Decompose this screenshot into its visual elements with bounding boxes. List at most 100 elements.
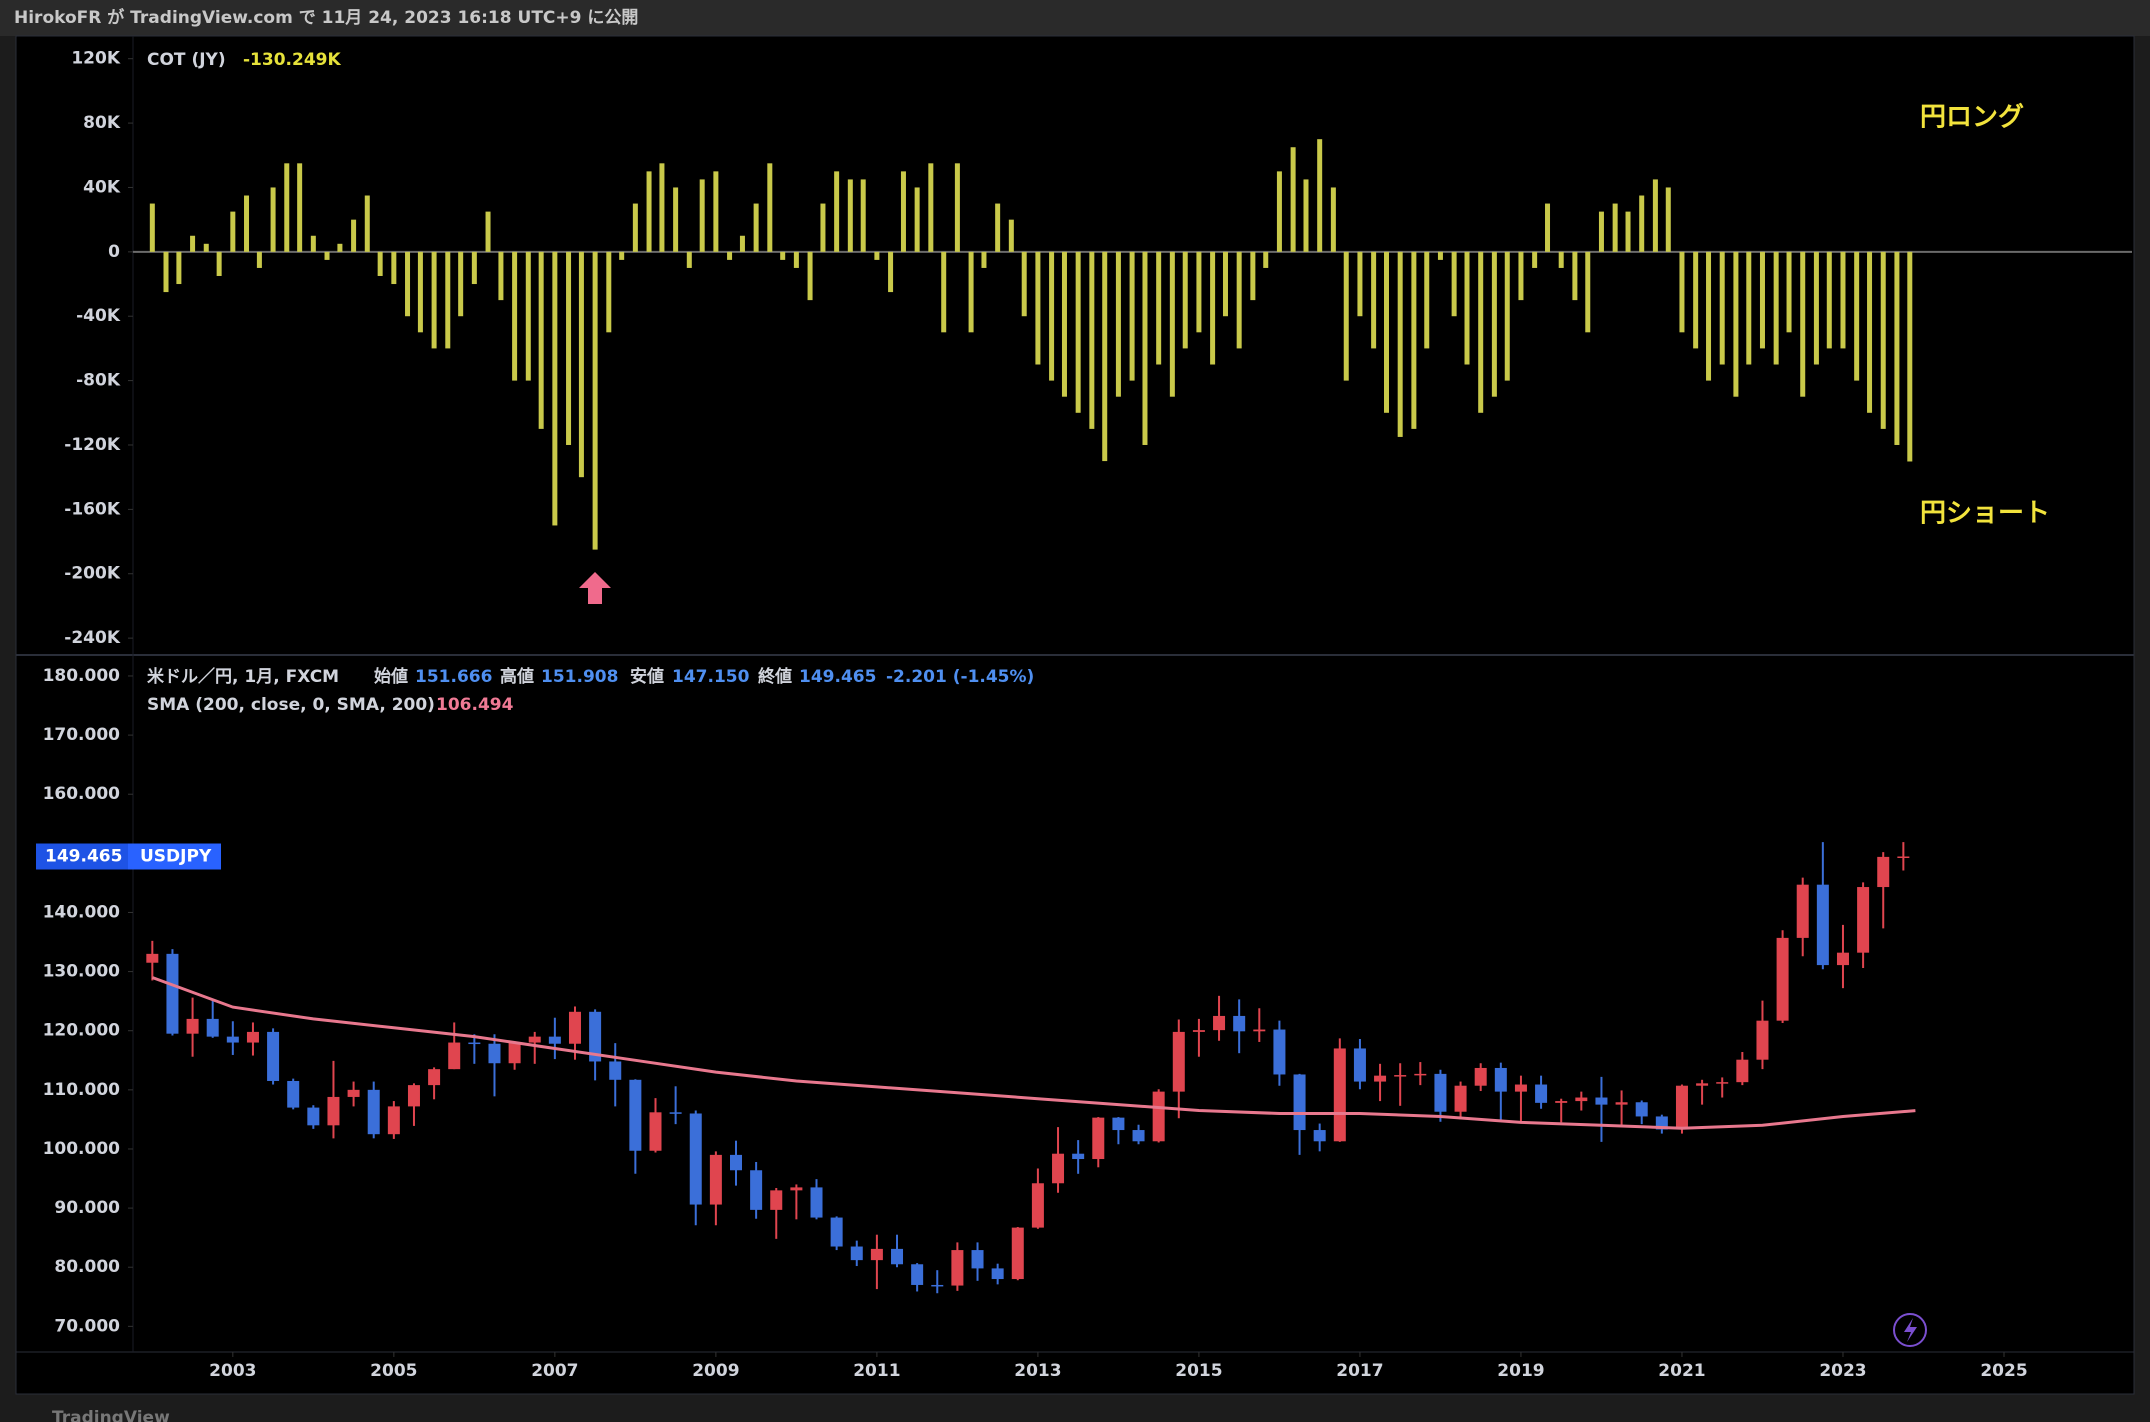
footer-logo: TradingView — [52, 1408, 170, 1422]
sma-line — [151, 976, 1916, 1130]
x-tick-label: 2023 — [1819, 1361, 1866, 1381]
candle-body — [448, 1042, 461, 1070]
bar — [1089, 251, 1095, 429]
ohlc-label: 高値 — [500, 666, 534, 687]
candle-body — [709, 1154, 722, 1205]
bar — [874, 251, 880, 260]
candle-body — [1575, 1097, 1588, 1102]
bar — [1317, 139, 1323, 252]
bar — [1813, 251, 1819, 365]
y-tick-label: -120K — [64, 435, 121, 455]
candle-body — [166, 953, 179, 1034]
bar — [995, 203, 1001, 252]
candle-body — [589, 1011, 602, 1062]
candle-body — [1112, 1117, 1125, 1131]
bar — [767, 163, 773, 252]
candle-body — [1213, 1015, 1226, 1031]
bar — [928, 163, 934, 252]
bar — [1290, 147, 1296, 252]
price-tag-value-bg — [36, 843, 128, 870]
candle-body — [1374, 1075, 1387, 1082]
bar — [1545, 203, 1551, 252]
annotation: 円ショート — [1920, 499, 2050, 529]
candle-body — [1474, 1067, 1487, 1086]
candle-body — [951, 1250, 964, 1286]
bar — [807, 251, 813, 301]
candle-body — [468, 1042, 481, 1045]
bar — [485, 211, 491, 252]
candle-body — [1132, 1130, 1145, 1142]
bar — [1491, 251, 1497, 397]
ohlc-label: 安値 — [630, 666, 664, 687]
bar — [525, 251, 531, 381]
bar — [1598, 211, 1604, 252]
candle-body — [810, 1187, 823, 1218]
bar — [900, 171, 906, 252]
candle-body — [206, 1018, 219, 1037]
y-tick-label: 160.000 — [43, 784, 121, 804]
ohlc-label: 終値 — [758, 666, 792, 687]
candle-body — [629, 1079, 642, 1151]
alert-icon[interactable] — [1893, 1313, 1927, 1347]
y-tick-label: -40K — [76, 306, 121, 326]
bar — [727, 251, 733, 260]
bar — [337, 243, 343, 252]
candle-body — [1796, 884, 1809, 938]
bar — [1652, 179, 1658, 252]
price-tag-symbol: USDJPY — [140, 847, 212, 867]
bar — [1035, 251, 1041, 365]
candle-body — [307, 1107, 320, 1126]
bar — [1907, 251, 1913, 462]
bar — [1075, 251, 1081, 413]
candle-body — [1052, 1153, 1065, 1184]
y-tick-label: 70.000 — [54, 1316, 120, 1336]
x-tick-label: 2019 — [1497, 1361, 1544, 1381]
candle-body — [1816, 884, 1829, 966]
bar — [552, 251, 558, 526]
candle-body — [1233, 1015, 1246, 1032]
bar — [1693, 251, 1699, 349]
candle-body — [1152, 1091, 1165, 1142]
candle-body — [1756, 1020, 1769, 1060]
bar — [244, 195, 250, 252]
bar — [1451, 251, 1457, 317]
bar — [981, 251, 987, 268]
candle-body — [790, 1187, 803, 1191]
bar — [1397, 251, 1403, 437]
candle-body — [1394, 1075, 1407, 1077]
price-legend-name: 米ドル／円, 1月, FXCM — [147, 666, 339, 687]
y-tick-label: 180.000 — [43, 666, 121, 686]
candle-body — [870, 1248, 883, 1261]
ohlc-value: 149.465 — [799, 667, 876, 687]
bar — [1639, 195, 1645, 252]
y-tick-label: -240K — [64, 628, 121, 648]
y-tick-label: 0 — [108, 242, 120, 262]
x-tick-label: 2011 — [853, 1361, 900, 1381]
candle-body — [1635, 1102, 1648, 1117]
ohlc-value: 151.666 — [415, 667, 492, 687]
bar — [632, 203, 638, 252]
bar — [619, 251, 625, 260]
bar — [847, 179, 853, 252]
candle-body — [1675, 1085, 1688, 1130]
publish-info: HirokoFR が TradingView.com で 11月 24, 202… — [14, 7, 638, 28]
bar — [578, 251, 584, 478]
bar — [216, 251, 222, 276]
x-tick-label: 2013 — [1014, 1361, 1061, 1381]
candle-body — [1353, 1048, 1366, 1082]
candle-body — [1555, 1101, 1568, 1103]
candle-body — [226, 1036, 239, 1043]
bar — [1719, 251, 1725, 365]
bar — [1867, 251, 1873, 413]
candle-body — [428, 1069, 441, 1086]
bar — [1343, 251, 1349, 381]
bar — [1303, 179, 1309, 252]
y-tick-label: 110.000 — [43, 1080, 121, 1100]
x-tick-label: 2017 — [1336, 1361, 1383, 1381]
bar — [1156, 251, 1162, 365]
bar — [1384, 251, 1390, 413]
candle-body — [1696, 1083, 1709, 1086]
bar — [270, 187, 276, 252]
candle-body — [528, 1036, 541, 1043]
